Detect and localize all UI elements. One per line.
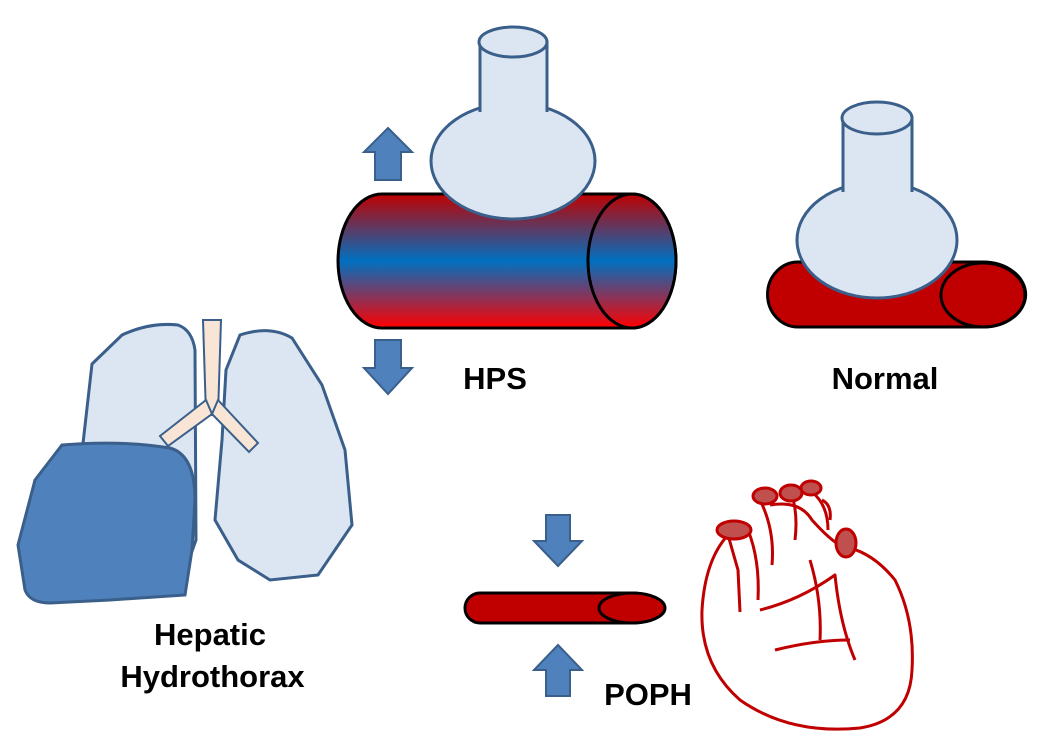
trachea xyxy=(158,319,260,454)
alveolus-normal xyxy=(795,100,959,300)
normal-group xyxy=(766,100,1028,329)
dilated-capillary xyxy=(336,192,678,330)
poph-group xyxy=(463,514,667,697)
up-arrow-icon xyxy=(361,126,415,181)
down-arrow-icon xyxy=(361,339,415,396)
normal-label: Normal xyxy=(831,361,939,396)
pleural-effusion xyxy=(16,441,197,605)
poph-label: POPH xyxy=(604,677,692,712)
left-lung xyxy=(213,329,354,582)
hepatic-label-line2: Hydrothorax xyxy=(120,659,305,694)
down-arrow-icon xyxy=(531,514,585,568)
up-arrow-icon xyxy=(531,643,585,697)
heart-illustration xyxy=(700,479,914,731)
lungs-illustration xyxy=(16,319,354,605)
hps-label: HPS xyxy=(463,361,527,396)
alveolus-hps xyxy=(429,25,597,221)
hps-group xyxy=(336,25,678,396)
constricted-vessel xyxy=(463,591,667,625)
hepatic-label-line1: Hepatic xyxy=(154,617,266,652)
